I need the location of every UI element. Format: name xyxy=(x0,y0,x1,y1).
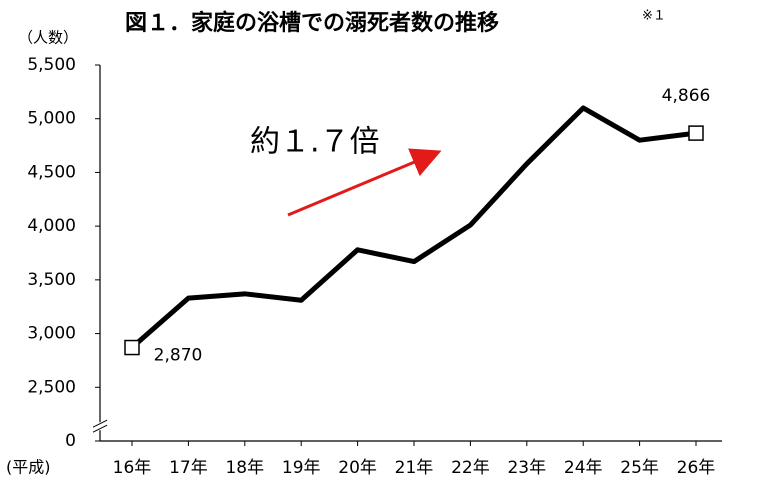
x-tick-label: 23年 xyxy=(507,458,546,478)
y-tick-label: 4,500 xyxy=(27,162,76,182)
y-tick-label: 3,500 xyxy=(27,270,76,290)
y-axis-label: （人数） xyxy=(18,29,78,47)
axis-break xyxy=(92,419,108,428)
y-tick-label: 5,500 xyxy=(27,55,76,75)
x-tick-label: 24年 xyxy=(564,458,603,478)
value-label: 2,870 xyxy=(154,346,203,366)
y-tick-label: 5,000 xyxy=(27,109,76,129)
axis-break xyxy=(92,424,108,433)
x-tick-label: 16年 xyxy=(113,458,152,478)
y-tick-label: 4,000 xyxy=(27,216,76,236)
x-tick-label: 26年 xyxy=(677,458,716,478)
chart-title: 図１．家庭の浴槽での溺死者数の推移 xyxy=(125,10,499,36)
data-point xyxy=(688,125,704,141)
value-label: 4,866 xyxy=(662,86,711,106)
data-line xyxy=(130,105,697,350)
y-tick-label: 2,500 xyxy=(27,377,76,397)
x-tick-label: 21年 xyxy=(395,458,434,478)
x-tick-label: 20年 xyxy=(338,458,377,478)
x-tick-label: 19年 xyxy=(282,458,321,478)
x-axis-label: (平成) xyxy=(6,458,51,477)
trend-arrow xyxy=(287,148,442,217)
title-note: ※１ xyxy=(642,9,666,24)
y-tick-label: 0 xyxy=(65,431,76,451)
data-point xyxy=(124,339,140,356)
x-tick-label: 25年 xyxy=(620,458,659,478)
x-tick-label: 18年 xyxy=(225,458,264,478)
y-tick-label: 3,000 xyxy=(27,324,76,344)
axis-break-gap xyxy=(92,422,108,431)
annotation: 約１.７倍 xyxy=(250,125,380,160)
x-tick-label: 17年 xyxy=(169,458,208,478)
x-tick-label: 22年 xyxy=(451,458,490,478)
